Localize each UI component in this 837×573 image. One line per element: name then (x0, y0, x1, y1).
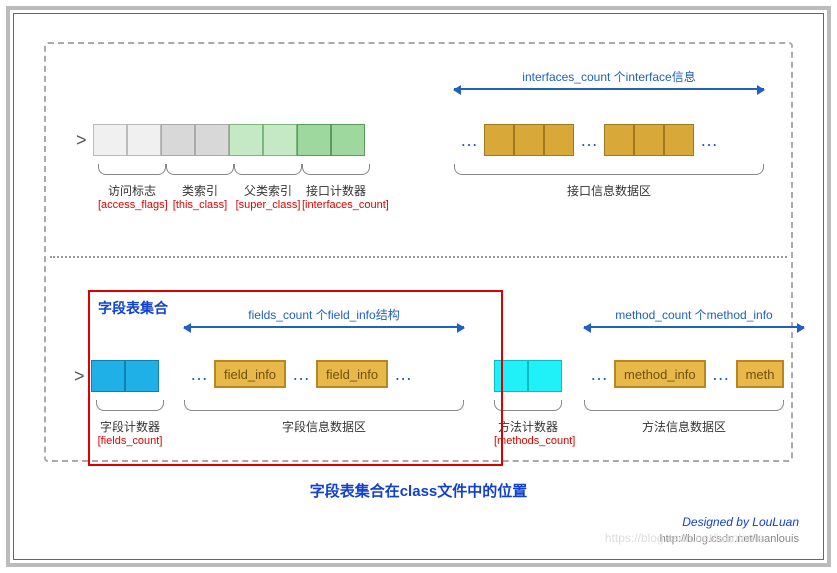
caption: 字段表集合在class文件中的位置 (14, 480, 823, 501)
dots-icon: … (574, 130, 604, 151)
method-info-box: meth (736, 360, 785, 388)
methods-count-cells-wrap (494, 360, 562, 392)
methods-dimension: method_count 个method_info (584, 326, 804, 328)
interface-dim-label: interfaces_count 个interface信息 (522, 68, 695, 85)
methods-dim-label: method_count 个method_info (615, 306, 772, 323)
continuation-arrow: > (74, 366, 85, 387)
methods-area-brace: 方法信息数据区 (584, 400, 784, 435)
interface-boxes: … … … (454, 124, 724, 156)
methods-boxes: … method_info … meth (584, 360, 784, 388)
methods-area-label: 方法信息数据区 (584, 418, 784, 435)
outer-frame: > 访问标志[access_flags]类索引[this_class]父类索引[… (6, 6, 831, 567)
methods-count-cells (494, 360, 562, 392)
dots-icon: … (706, 364, 736, 385)
method-info-box: method_info (614, 360, 706, 388)
highlight-box (88, 290, 503, 466)
row1-cell-groups (93, 124, 365, 156)
interface-area-label: 接口信息数据区 (454, 182, 764, 199)
dots-icon: … (694, 130, 724, 151)
interface-box (604, 124, 694, 156)
dots-icon: … (584, 364, 614, 385)
credit: Designed by LouLuan (682, 515, 799, 529)
dotted-divider (50, 256, 787, 258)
diagram-area: > 访问标志[access_flags]类索引[this_class]父类索引[… (44, 42, 793, 462)
methods-count-brace: 方法计数器 [methods_count] (494, 400, 562, 447)
interface-box (484, 124, 574, 156)
row1: > (76, 124, 365, 156)
watermark: https://blog.csdn.net/luanlouis (605, 531, 763, 545)
methods-count-en: [methods_count] (494, 435, 562, 447)
methods-count-cn: 方法计数器 (494, 418, 562, 435)
dots-icon: … (454, 130, 484, 151)
interface-brace: 接口信息数据区 (454, 164, 764, 199)
continuation-arrow: > (76, 130, 87, 151)
inner-frame: > 访问标志[access_flags]类索引[this_class]父类索引[… (13, 13, 824, 560)
interface-dimension: interfaces_count 个interface信息 (454, 88, 764, 90)
